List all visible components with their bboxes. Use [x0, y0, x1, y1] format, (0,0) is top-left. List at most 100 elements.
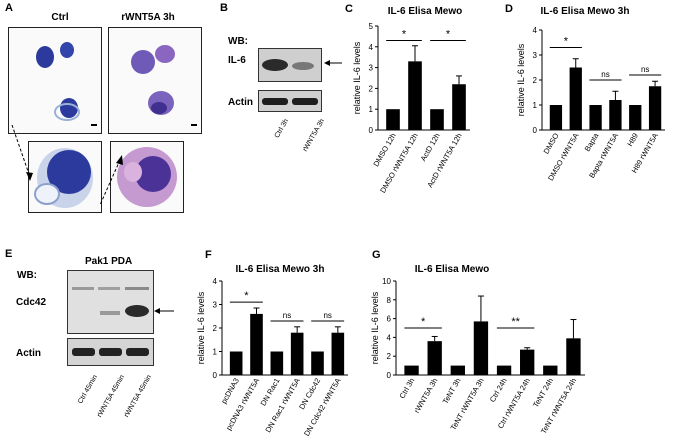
- panel-a-col-label-rwnt5a: rWNT5A 3h: [121, 12, 175, 23]
- chart-g-significance-label: **: [511, 316, 520, 328]
- chart-c-title: IL-6 Elisa Mewo: [388, 6, 462, 17]
- chart-c-bar: [430, 109, 444, 130]
- panel-d-letter: D: [505, 3, 513, 15]
- chart-d-category-label: Bapta: [583, 131, 601, 153]
- chart-c-y-label: relative IL-6 levels: [352, 41, 362, 114]
- chart-g-y-tick-label: 2: [387, 352, 392, 361]
- chart-d-y-label: relative IL-6 levels: [516, 43, 526, 116]
- chart-f-bar: [290, 332, 304, 375]
- panel-a-col-label-ctrl: Ctrl: [51, 12, 69, 23]
- chart-g-category-label: TeNT 3h: [441, 377, 463, 406]
- panel-b-letter: B: [220, 2, 228, 14]
- panel-e-letter: E: [5, 248, 13, 260]
- chart-g-bar: [566, 338, 581, 375]
- panel-c-letter: C: [345, 3, 353, 15]
- chart-f-significance-label: ns: [323, 311, 331, 320]
- chart-d-bar: [648, 86, 662, 130]
- chart-c-category-label: ActD 12h: [419, 132, 442, 163]
- micrograph-rwnt5a-zoom-image: [117, 147, 177, 207]
- chart-d-bar: [549, 105, 563, 130]
- chart-f-y-tick-label: 4: [213, 277, 218, 286]
- chart-c-significance-label: *: [402, 29, 407, 41]
- chart-f-y-label: relative IL-6 levels: [196, 291, 206, 364]
- chart-d-title: IL-6 Elisa Mewo 3h: [541, 6, 630, 17]
- panel-a-letter: A: [5, 2, 13, 14]
- chart-d-bar: [629, 105, 642, 130]
- chart-c-y-tick-label: 4: [369, 43, 374, 52]
- chart-d-category-label: DMSO: [542, 131, 561, 155]
- panel-e-row-cdc42: Cdc42: [16, 297, 47, 308]
- panel-b-row-actin: Actin: [228, 97, 253, 108]
- chart-f-y-tick-label: 0: [213, 371, 218, 380]
- chart-f-significance-label: *: [244, 290, 249, 302]
- chart-d-y-tick-label: 0: [533, 126, 538, 135]
- panel-a-zoom-arrows: [11, 125, 123, 206]
- chart-g-y-tick-label: 4: [387, 333, 392, 342]
- chart-f-bar: [229, 351, 243, 375]
- panel-e-blot-cdc42-bands: [72, 287, 149, 317]
- panel-b-blot-il6: [258, 48, 322, 82]
- micrograph-ctrl-zoom-image: [34, 148, 93, 208]
- panel-e-wb-label: WB:: [17, 270, 37, 281]
- chart-c-y-tick-label: 1: [369, 105, 374, 114]
- chart-d-y-tick-label: 1: [533, 101, 538, 110]
- chart-g-y-tick-label: 8: [387, 296, 392, 305]
- chart-d-y-tick-label: 4: [533, 26, 538, 35]
- micrograph-ctrl-overview-image: [36, 42, 97, 126]
- chart-d-bar: [609, 100, 622, 130]
- panel-e-blot-actin-bands: [72, 348, 149, 356]
- chart-f-title: IL-6 Elisa Mewo 3h: [236, 264, 325, 275]
- chart-g-y-tick-label: 0: [387, 371, 392, 380]
- chart-f-y-tick-label: 1: [213, 348, 218, 357]
- panel-f-letter: F: [205, 249, 212, 261]
- chart-f-bar: [331, 332, 345, 375]
- chart-c-significance-label: *: [446, 29, 451, 41]
- chart-c-bar: [408, 61, 422, 130]
- chart-g-bar: [427, 341, 442, 375]
- panel-b-wb-label: WB:: [228, 36, 248, 47]
- chart-g-significance-label: *: [421, 316, 426, 328]
- micrograph-ctrl-overview: [8, 27, 102, 134]
- chart-d-significance-label: ns: [641, 65, 649, 74]
- panel-b-blot-il6-bands: [262, 59, 314, 71]
- chart-g-title: IL-6 Elisa Mewo: [415, 264, 489, 275]
- chart-c-y-tick-label: 2: [369, 84, 374, 93]
- panel-b-blot-actin: [258, 90, 322, 112]
- panel-e-row-actin: Actin: [16, 348, 41, 359]
- chart-g-bar: [520, 349, 535, 375]
- panel-b-blot-actin-bands: [262, 98, 318, 105]
- panel-b-row-il6: IL-6: [228, 55, 246, 66]
- chart-g-bar: [543, 365, 558, 375]
- chart-d-bar: [589, 105, 602, 130]
- chart-g-category-label: Ctrl 24h: [488, 377, 509, 404]
- panel-g-letter: G: [372, 249, 381, 261]
- panel-e-arrow-icon: [154, 308, 174, 314]
- chart-c-bar: [452, 84, 466, 130]
- chart-d-significance-label: ns: [601, 70, 609, 79]
- chart-c-y-tick-label: 5: [369, 22, 374, 31]
- micrograph-rwnt5a-overview: [108, 27, 202, 134]
- micrograph-rwnt5a-zoom: [110, 141, 184, 213]
- chart-g-y-tick-label: 10: [382, 277, 391, 286]
- panel-e-blot-actin: [67, 338, 154, 366]
- chart-f-category-label: pcDNA3: [219, 377, 241, 406]
- micrograph-ctrl-zoom: [28, 141, 102, 213]
- chart-g-y-label: relative IL-6 levels: [370, 291, 380, 364]
- chart-f-y-tick-label: 3: [213, 301, 218, 310]
- chart-g-y-tick-label: 6: [387, 315, 392, 324]
- chart-g-bar: [496, 365, 512, 375]
- micrograph-rwnt5a-overview-image: [131, 45, 197, 126]
- chart-g-category-label: rWNT5A 3h: [412, 377, 439, 415]
- chart-d-significance-label: *: [564, 36, 569, 48]
- chart-d-y-tick-label: 2: [533, 76, 538, 85]
- chart-d-category-label: H89: [625, 132, 640, 148]
- chart-f-significance-label: ns: [283, 311, 291, 320]
- panel-e-blot-cdc42: [67, 270, 154, 334]
- chart-g-category-label: Ctrl 3h: [397, 377, 416, 401]
- chart-f-bar: [250, 313, 263, 375]
- chart-f-y-tick-label: 2: [213, 324, 218, 333]
- chart-d-bar: [569, 67, 582, 130]
- panel-b-arrow-icon: [324, 60, 342, 66]
- chart-g-bar: [450, 365, 465, 375]
